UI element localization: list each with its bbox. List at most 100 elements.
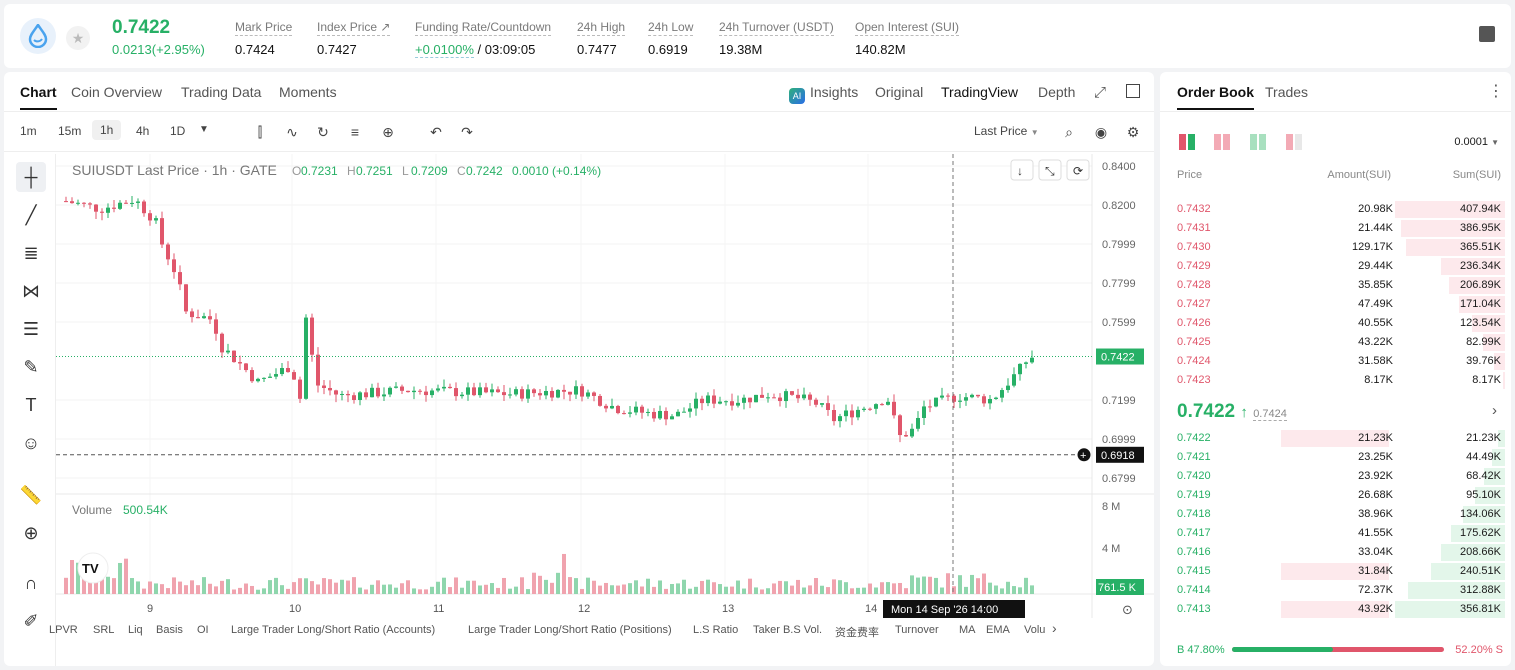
bid-row[interactable]: 0.7422 21.23K 21.23K: [1160, 429, 1511, 448]
bid-row[interactable]: 0.7418 38.96K 134.06K: [1160, 505, 1511, 524]
book-icon[interactable]: [1479, 26, 1495, 42]
timeframe-1h[interactable]: 1h: [92, 120, 122, 140]
tab-moments[interactable]: Moments: [279, 84, 337, 100]
bid-row[interactable]: 0.7414 72.37K 312.88K: [1160, 581, 1511, 600]
indicator-10[interactable]: Turnover: [895, 624, 939, 636]
volume-bar: [526, 589, 530, 594]
indicator-7[interactable]: L.S Ratio: [693, 624, 739, 636]
plus-glyph: +: [1080, 450, 1086, 462]
parallel-lines-icon[interactable]: ≣: [23, 243, 39, 263]
view-tradingview[interactable]: TradingView: [941, 84, 1019, 100]
zoom-in-icon[interactable]: ⊕: [23, 523, 39, 543]
indicator-4[interactable]: OI: [197, 624, 209, 636]
price-type-select[interactable]: Last Price ▼: [974, 124, 1039, 138]
bid-row[interactable]: 0.7420 23.92K 68.42K: [1160, 467, 1511, 486]
indicator-11[interactable]: MA: [959, 624, 976, 636]
indicator-2[interactable]: Liq: [128, 624, 143, 636]
view-both-icon[interactable]: [1179, 134, 1195, 155]
bid-row[interactable]: 0.7417 41.55K 175.62K: [1160, 524, 1511, 543]
indicator-0[interactable]: LPVR: [49, 624, 78, 636]
candle-body: [442, 386, 446, 389]
settings-gear-icon[interactable]: ⚙: [1126, 124, 1140, 140]
ask-row[interactable]: 0.7425 43.22K 82.99K: [1160, 333, 1511, 352]
bid-row[interactable]: 0.7415 31.84K 240.51K: [1160, 562, 1511, 581]
chevron-right-icon[interactable]: ›: [1492, 402, 1497, 419]
indicator-1[interactable]: SRL: [93, 624, 115, 636]
tab-chart[interactable]: Chart: [20, 84, 57, 110]
scroll-right-icon[interactable]: ›: [1052, 620, 1057, 636]
tab-trades[interactable]: Trades: [1265, 84, 1309, 100]
precision-select[interactable]: 0.0001 ▼: [1454, 136, 1499, 148]
view-original[interactable]: Original: [875, 84, 924, 100]
indicators-icon[interactable]: ∿: [286, 124, 298, 140]
ask-row[interactable]: 0.7427 47.49K 171.04K: [1160, 295, 1511, 314]
trendline-icon[interactable]: ╱: [25, 205, 37, 225]
window-icon[interactable]: [1126, 84, 1140, 98]
emoji-icon[interactable]: ☺: [21, 433, 41, 453]
indicator-8[interactable]: Taker B.S Vol.: [753, 624, 823, 636]
volume-bar: [694, 586, 698, 594]
camera-icon[interactable]: ◉: [1094, 124, 1108, 140]
view-depth[interactable]: Depth: [1038, 84, 1076, 100]
ob-amount: 47.49K: [1358, 298, 1393, 310]
bid-row[interactable]: 0.7421 23.25K 44.49K: [1160, 448, 1511, 467]
ask-row[interactable]: 0.7428 35.85K 206.89K: [1160, 276, 1511, 295]
bid-row[interactable]: 0.7419 26.68K 95.10K: [1160, 486, 1511, 505]
volume-bar: [514, 586, 518, 594]
expand-icon[interactable]: ⤢: [1094, 84, 1107, 101]
add-alert-icon[interactable]: ⊕: [382, 124, 394, 140]
indicator-3[interactable]: Basis: [156, 624, 183, 636]
pattern-icon[interactable]: ⋈: [22, 281, 40, 301]
volume-bar: [796, 579, 800, 594]
ask-row[interactable]: 0.7424 31.58K 39.76K: [1160, 352, 1511, 371]
more-menu-icon[interactable]: ⋮: [1488, 83, 1504, 100]
indicator-12[interactable]: EMA: [986, 624, 1010, 636]
replay-icon[interactable]: ↻: [317, 124, 329, 140]
volume-bar: [886, 582, 890, 594]
timeframe-1m[interactable]: 1m: [20, 124, 37, 138]
candle-body: [802, 394, 806, 399]
ask-row[interactable]: 0.7426 40.55K 123.54K: [1160, 314, 1511, 333]
ask-row[interactable]: 0.7432 20.98K 407.94K: [1160, 200, 1511, 219]
candle-body: [736, 402, 740, 406]
volume-bar: [748, 578, 752, 594]
timeframe-4h[interactable]: 4h: [136, 124, 150, 138]
indicator-6[interactable]: Large Trader Long/Short Ratio (Positions…: [468, 624, 672, 636]
candle-type-icon[interactable]: ⫿: [257, 124, 263, 140]
ask-row[interactable]: 0.7431 21.44K 386.95K: [1160, 219, 1511, 238]
tab-coin-overview[interactable]: Coin Overview: [71, 84, 163, 100]
ask-row[interactable]: 0.7430 129.17K 365.51K: [1160, 238, 1511, 257]
template-icon[interactable]: ≡: [350, 124, 360, 140]
price-chart[interactable]: 0.7422 0.6918 +0.8400 0.8200 0.7999 0.7799 0.7…: [56, 154, 1154, 618]
indicator-5[interactable]: Large Trader Long/Short Ratio (Accounts): [231, 624, 436, 636]
brush-icon[interactable]: ✎: [23, 357, 39, 377]
bid-row[interactable]: 0.7416 33.04K 208.66K: [1160, 543, 1511, 562]
legend-value: 0.7251: [356, 164, 393, 178]
insights-button[interactable]: AI Insights: [789, 84, 858, 104]
favorite-star-icon[interactable]: ★: [66, 26, 90, 50]
view-mixed-icon[interactable]: [1286, 134, 1302, 155]
mid-price[interactable]: 0.7422 ↑ 0.7424: [1177, 401, 1287, 423]
bid-row[interactable]: 0.7413 43.92K 356.81K: [1160, 600, 1511, 619]
indicator-9[interactable]: 资金费率: [835, 627, 879, 639]
redo-icon[interactable]: ↷: [461, 124, 473, 140]
tab-trading-data[interactable]: Trading Data: [181, 84, 262, 100]
view-asks-icon[interactable]: [1214, 134, 1230, 155]
search-icon[interactable]: ⌕: [1065, 124, 1073, 140]
ask-row[interactable]: 0.7429 29.44K 236.34K: [1160, 257, 1511, 276]
tab-order-book[interactable]: Order Book: [1177, 84, 1255, 110]
ask-row[interactable]: 0.7423 8.17K 8.17K: [1160, 371, 1511, 390]
stat-index-price[interactable]: Index Price ↗ 0.7427: [317, 18, 391, 57]
text-icon[interactable]: T: [25, 395, 37, 415]
fib-icon[interactable]: ☰: [22, 319, 40, 339]
timeframe-dropdown-icon[interactable]: ▼: [199, 124, 209, 135]
lock-drawing-icon[interactable]: ✐: [23, 611, 39, 631]
timeframe-15m[interactable]: 15m: [58, 124, 82, 138]
view-bids-icon[interactable]: [1250, 134, 1266, 155]
magnet-icon[interactable]: ∩: [24, 573, 38, 593]
crosshair-icon[interactable]: ┼: [16, 162, 46, 192]
ruler-icon[interactable]: 📏: [19, 485, 43, 505]
timeframe-1d[interactable]: 1D: [170, 124, 186, 138]
undo-icon[interactable]: ↶: [430, 124, 442, 140]
indicator-13[interactable]: Volu: [1024, 624, 1046, 636]
